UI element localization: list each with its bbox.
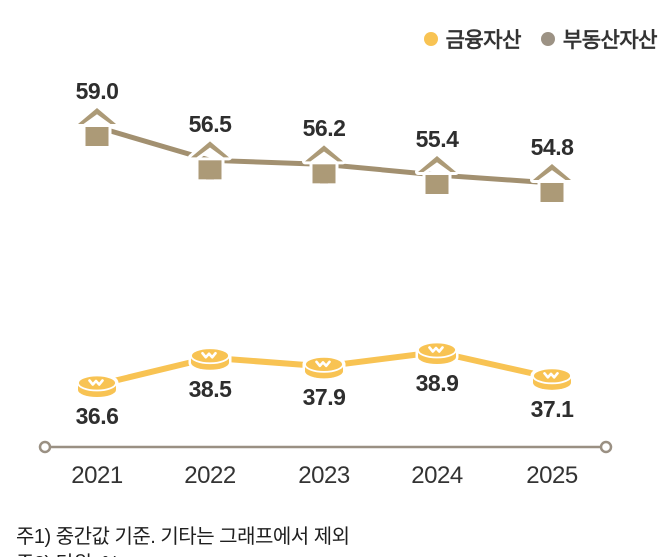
footnote-line-2: 주2) 단위: % (16, 551, 350, 557)
financial-value-label-2021: 36.6 (75, 403, 119, 429)
coin-icon-2025 (533, 368, 571, 390)
legend: 금융자산 부동산자산 (423, 24, 658, 54)
financial-value-label-2025: 37.1 (530, 395, 574, 422)
house-icon-2022 (191, 141, 229, 179)
financial-value-label-2024: 38.9 (415, 370, 459, 396)
footnote-line-1: 주1) 중간값 기준. 기타는 그래프에서 제외 (16, 526, 350, 548)
x-axis-label-2021: 2021 (71, 462, 123, 489)
axis-start-circle-icon (38, 440, 52, 454)
real-estate-value-label-2025: 54.8 (530, 133, 574, 160)
legend-item-financial-assets: 금융자산 (423, 24, 522, 54)
house-icon-2024 (418, 156, 456, 194)
real-estate-value-label-2024: 55.4 (415, 125, 459, 152)
house-icon-2023 (305, 145, 343, 183)
legend-label-financial-assets: 금융자산 (445, 29, 522, 52)
x-axis-label-2024: 2024 (411, 462, 463, 489)
real-estate-value-label-2022: 56.5 (188, 111, 232, 138)
footnote: 주1) 중간값 기준. 기타는 그래프에서 제외 주2) 단위: % (16, 524, 350, 557)
legend-item-real-estate-assets: 부동산자산 (540, 24, 658, 54)
house-icon-2021 (78, 108, 116, 146)
coin-icon-2022 (191, 348, 229, 370)
x-axis-label-2025: 2025 (526, 462, 578, 489)
x-axis-label-2023: 2023 (298, 462, 350, 489)
coin-icon-2023 (305, 357, 343, 379)
financial-value-label-2022: 38.5 (188, 375, 232, 402)
real-estate-value-label-2023: 56.2 (302, 115, 346, 142)
financial-value-label-2023: 37.9 (302, 384, 346, 411)
coin-icon-2024 (418, 343, 456, 365)
house-icon-2025 (533, 164, 571, 202)
legend-label-real-estate-assets: 부동산자산 (562, 29, 658, 52)
real-estate-value-label-2021: 59.0 (75, 78, 119, 104)
financial-assets-dot-icon (423, 32, 438, 46)
real-estate-assets-dot-icon (540, 32, 555, 46)
x-axis-label-2022: 2022 (184, 462, 236, 489)
coin-icon-2021 (78, 376, 116, 398)
axis-end-circle-icon (599, 440, 613, 454)
